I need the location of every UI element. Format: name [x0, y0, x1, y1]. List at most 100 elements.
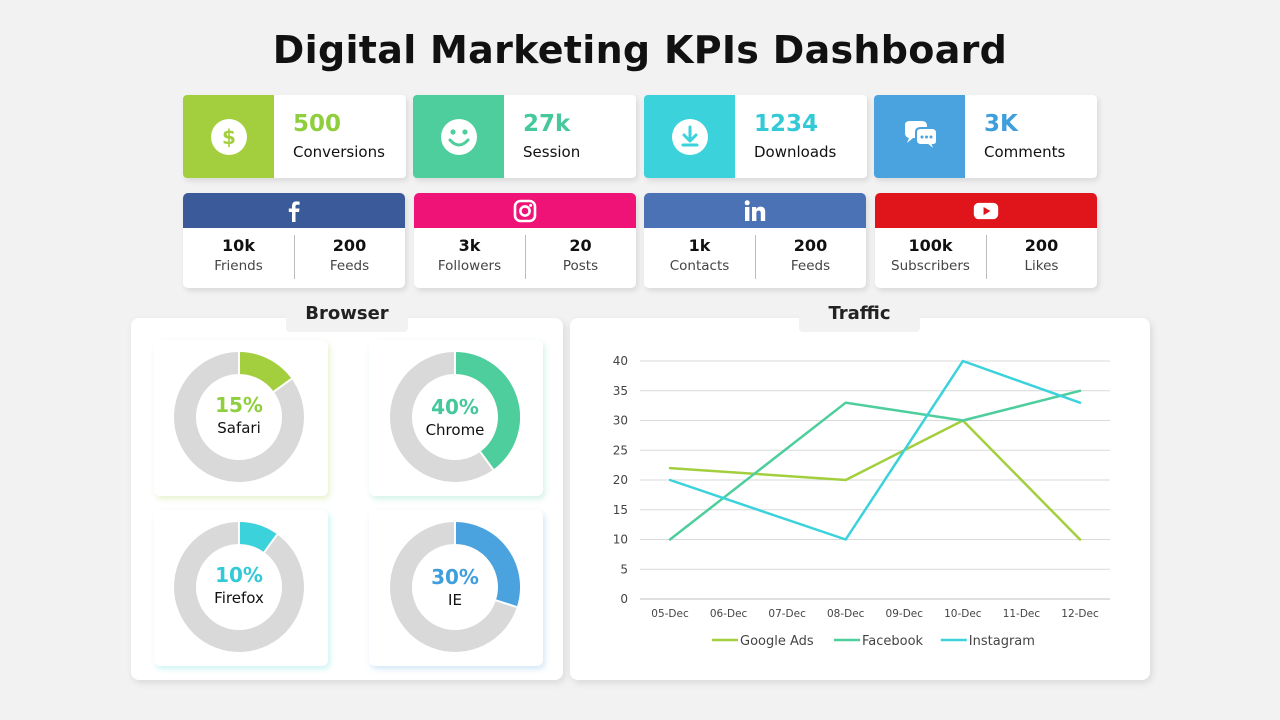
x-tick-label: 09-Dec — [886, 608, 924, 620]
social-card-facebook: 10k Friends 200 Feeds — [183, 193, 405, 288]
social-stat-value: 200 — [793, 236, 828, 255]
y-tick-label: 20 — [613, 473, 628, 487]
youtube-icon — [973, 202, 999, 219]
donut-gap — [273, 377, 293, 393]
donut-percent: 40% — [431, 395, 479, 419]
page-title: Digital Marketing KPIs Dashboard — [272, 28, 1008, 72]
svg-text:$: $ — [222, 125, 236, 149]
divider — [986, 235, 987, 279]
kpi-card-conversions: $ 500 Conversions — [183, 95, 406, 178]
social-stat: 3k Followers — [414, 228, 525, 288]
traffic-line-chart: 0 5 10 15 20 25 30 35 40 05-Dec 06-Dec 07-Dec 08-Dec… — [613, 354, 1110, 649]
social-stat-label: Subscribers — [891, 258, 970, 274]
social-stat: 10k Friends — [183, 228, 294, 288]
donut-gap — [263, 533, 279, 553]
social-stat-value: 10k — [222, 236, 255, 255]
y-tick-label: 35 — [613, 384, 628, 398]
download-icon — [671, 118, 708, 155]
social-stat-label: Posts — [562, 258, 599, 274]
kpi-value: 500 — [293, 111, 342, 137]
series-line-instagram — [668, 359, 1082, 541]
donut-gap — [495, 599, 518, 609]
social-stat: 200 Likes — [986, 228, 1097, 288]
donut-segment-safari — [238, 352, 292, 393]
social-stat-label: Friends — [214, 258, 263, 274]
social-stat-value: 100k — [908, 236, 953, 255]
social-card-youtube: 100k Subscribers 200 Likes — [875, 193, 1097, 288]
social-card-instagram: 3k Followers 20 Posts — [414, 193, 636, 288]
donut-segment-firefox — [238, 522, 278, 553]
donut-percent: 15% — [215, 393, 263, 417]
kpi-label: Conversions — [293, 143, 385, 161]
x-tick-label: 11-Dec — [1003, 608, 1041, 620]
social-stat: 100k Subscribers — [875, 228, 986, 288]
divider — [525, 235, 526, 279]
kpi-icon-box — [413, 95, 504, 178]
donut-firefox — [174, 522, 304, 652]
x-tick-label: 08-Dec — [827, 608, 865, 620]
kpi-card-session: 27k Session — [413, 95, 636, 178]
social-stat-label: Likes — [1024, 258, 1059, 274]
kpi-icon-box — [874, 95, 965, 178]
donut-segment-ie — [454, 522, 520, 608]
donut-label: IE — [448, 591, 462, 609]
social-stat-value: 200 — [1024, 236, 1059, 255]
legend-label: Google Ads — [740, 634, 814, 649]
kpi-icon-box — [644, 95, 735, 178]
donut-segment-chrome — [454, 352, 520, 470]
y-tick-label: 5 — [620, 562, 628, 576]
kpi-value: 27k — [523, 111, 571, 137]
donut-track — [174, 522, 304, 652]
social-stat: 200 Feeds — [755, 228, 866, 288]
social-stat-label: Feeds — [329, 258, 370, 274]
x-tick-label: 10-Dec — [944, 608, 982, 620]
social-header — [875, 193, 1097, 228]
series-line-facebook — [668, 389, 1082, 541]
donut-percent: 10% — [215, 563, 263, 587]
social-card-linkedin: 1k Contacts 200 Feeds — [644, 193, 866, 288]
donut-label: Safari — [217, 419, 261, 437]
donut-label: Chrome — [425, 421, 485, 439]
kpi-label: Comments — [984, 143, 1066, 161]
donut-ie — [390, 522, 520, 652]
kpi-label: Downloads — [754, 143, 837, 161]
divider — [755, 235, 756, 279]
x-tick-label: 12-Dec — [1061, 608, 1099, 620]
kpi-value: 3K — [984, 111, 1018, 137]
social-stat-label: Feeds — [790, 258, 831, 274]
donut-chrome — [390, 352, 520, 482]
legend-label: Instagram — [969, 634, 1035, 649]
social-stat: 20 Posts — [525, 228, 636, 288]
social-header — [644, 193, 866, 228]
social-stat-label: Contacts — [669, 258, 730, 274]
kpi-label: Session — [523, 143, 581, 161]
browser-title: Browser — [286, 300, 408, 332]
x-tick-label: 06-Dec — [710, 608, 748, 620]
donut-gap — [479, 451, 495, 471]
social-stat: 200 Feeds — [294, 228, 405, 288]
dollar-icon: $ — [210, 118, 247, 155]
legend-label: Facebook — [862, 634, 924, 649]
donut-label: Firefox — [214, 589, 264, 607]
social-stat-value: 200 — [332, 236, 367, 255]
kpi-card-downloads: 1234 Downloads — [644, 95, 867, 178]
traffic-title: Traffic — [799, 300, 920, 332]
y-tick-label: 15 — [613, 503, 628, 517]
y-tick-label: 10 — [613, 533, 628, 547]
y-tick-label: 40 — [613, 354, 628, 368]
traffic-panel — [570, 318, 1150, 680]
kpi-icon-box: $ — [183, 95, 274, 178]
social-stat-value: 20 — [569, 236, 592, 255]
y-tick-label: 0 — [620, 592, 628, 606]
smiley-icon — [440, 118, 477, 155]
instagram-icon — [513, 199, 537, 222]
y-tick-label: 30 — [613, 414, 628, 428]
linkedin-icon — [744, 199, 766, 221]
social-stat-value: 1k — [688, 236, 711, 255]
facebook-icon — [288, 200, 300, 222]
y-tick-label: 25 — [613, 443, 628, 457]
x-tick-label: 05-Dec — [651, 608, 689, 620]
comments-icon — [904, 120, 938, 154]
x-tick-label: 07-Dec — [768, 608, 806, 620]
social-stat-label: Followers — [437, 258, 502, 274]
